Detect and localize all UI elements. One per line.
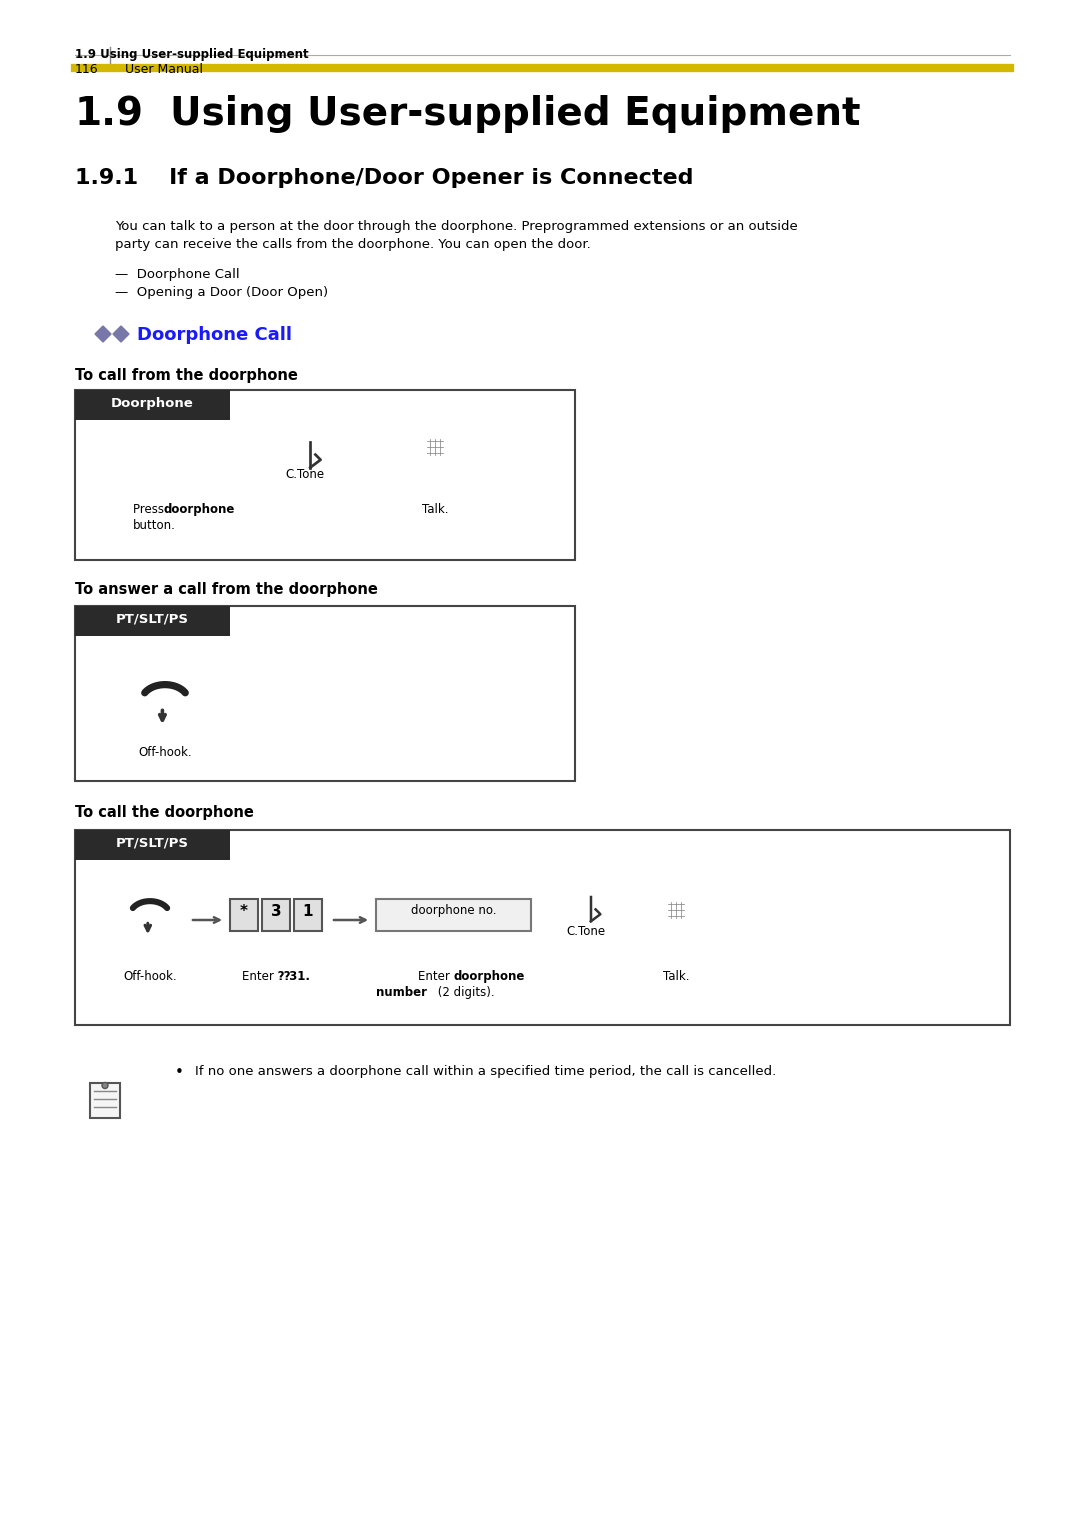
Text: •: • (175, 1064, 184, 1080)
Bar (161, 452, 168, 458)
Text: 3: 3 (271, 904, 281, 919)
Bar (426, 435, 445, 460)
Text: If no one answers a doorphone call within a specified time period, the call is c: If no one answers a doorphone call withi… (195, 1064, 777, 1078)
Text: 1.9.1    If a Doorphone/Door Opener is Connected: 1.9.1 If a Doorphone/Door Opener is Conn… (75, 168, 693, 188)
Text: 1.9 Using User-supplied Equipment: 1.9 Using User-supplied Equipment (75, 47, 309, 61)
Text: To call from the doorphone: To call from the doorphone (75, 368, 298, 383)
FancyBboxPatch shape (171, 472, 183, 501)
Text: button.: button. (133, 519, 176, 531)
Text: Using User-supplied Equipment: Using User-supplied Equipment (170, 95, 861, 133)
Bar (230, 899, 258, 931)
Text: PT/SLT/PS: PT/SLT/PS (116, 837, 189, 851)
Text: You can talk to a person at the door through the doorphone. Preprogrammed extens: You can talk to a person at the door thr… (114, 220, 798, 234)
Circle shape (102, 1083, 108, 1089)
Text: C.Tone: C.Tone (566, 925, 606, 938)
Bar (152, 426, 159, 432)
Polygon shape (95, 325, 111, 342)
Text: *: * (240, 904, 248, 919)
Bar (161, 435, 168, 441)
Text: User Manual: User Manual (125, 63, 203, 76)
Bar (294, 899, 322, 931)
Text: PT/SLT/PS: PT/SLT/PS (116, 612, 189, 626)
Text: doorphone: doorphone (163, 502, 234, 516)
Text: C.Tone: C.Tone (285, 467, 325, 481)
Ellipse shape (163, 906, 172, 910)
Text: Talk.: Talk. (663, 970, 689, 983)
Bar (75, 389, 575, 560)
Text: Doorphone Call: Doorphone Call (137, 325, 292, 344)
Ellipse shape (129, 906, 137, 910)
Text: (2 digits).: (2 digits). (434, 986, 495, 999)
FancyBboxPatch shape (160, 457, 188, 476)
Bar (171, 435, 178, 441)
Text: 1.9: 1.9 (75, 95, 144, 133)
Text: Off-hook.: Off-hook. (138, 747, 192, 759)
Bar (171, 443, 178, 449)
Ellipse shape (139, 690, 150, 696)
Bar (161, 426, 168, 432)
Text: Off-hook.: Off-hook. (123, 970, 177, 983)
Text: doorphone no.: doorphone no. (410, 904, 496, 918)
Text: party can receive the calls from the doorphone. You can open the door.: party can receive the calls from the doo… (114, 238, 591, 250)
Bar (75, 831, 230, 860)
Bar (152, 452, 159, 458)
Bar (75, 831, 1010, 1025)
Bar (75, 606, 575, 780)
Text: doorphone: doorphone (454, 970, 525, 983)
Bar (147, 421, 183, 463)
Text: —  Opening a Door (Door Open): — Opening a Door (Door Open) (114, 286, 328, 299)
Text: ⁇31.: ⁇31. (278, 970, 311, 983)
Ellipse shape (299, 437, 311, 446)
Text: Enter: Enter (242, 970, 278, 983)
Bar (152, 443, 159, 449)
Bar (75, 606, 230, 637)
Ellipse shape (580, 893, 592, 902)
Text: To answer a call from the doorphone: To answer a call from the doorphone (75, 582, 378, 597)
Bar (376, 899, 531, 931)
Text: Talk.: Talk. (422, 502, 448, 516)
Bar (262, 899, 291, 931)
Text: 1: 1 (302, 904, 313, 919)
Text: Doorphone: Doorphone (111, 397, 194, 411)
Bar (171, 426, 178, 432)
Bar (75, 389, 230, 420)
Bar (152, 435, 159, 441)
Bar (171, 452, 178, 458)
Text: Press: Press (133, 502, 167, 516)
Text: To call the doorphone: To call the doorphone (75, 805, 254, 820)
Bar (161, 443, 168, 449)
Ellipse shape (180, 690, 190, 696)
Polygon shape (113, 325, 129, 342)
Text: number: number (376, 986, 427, 999)
Text: —  Doorphone Call: — Doorphone Call (114, 269, 240, 281)
Text: 116: 116 (75, 63, 98, 76)
Bar (666, 898, 686, 922)
Text: Enter: Enter (418, 970, 454, 983)
Bar (90, 1083, 120, 1118)
